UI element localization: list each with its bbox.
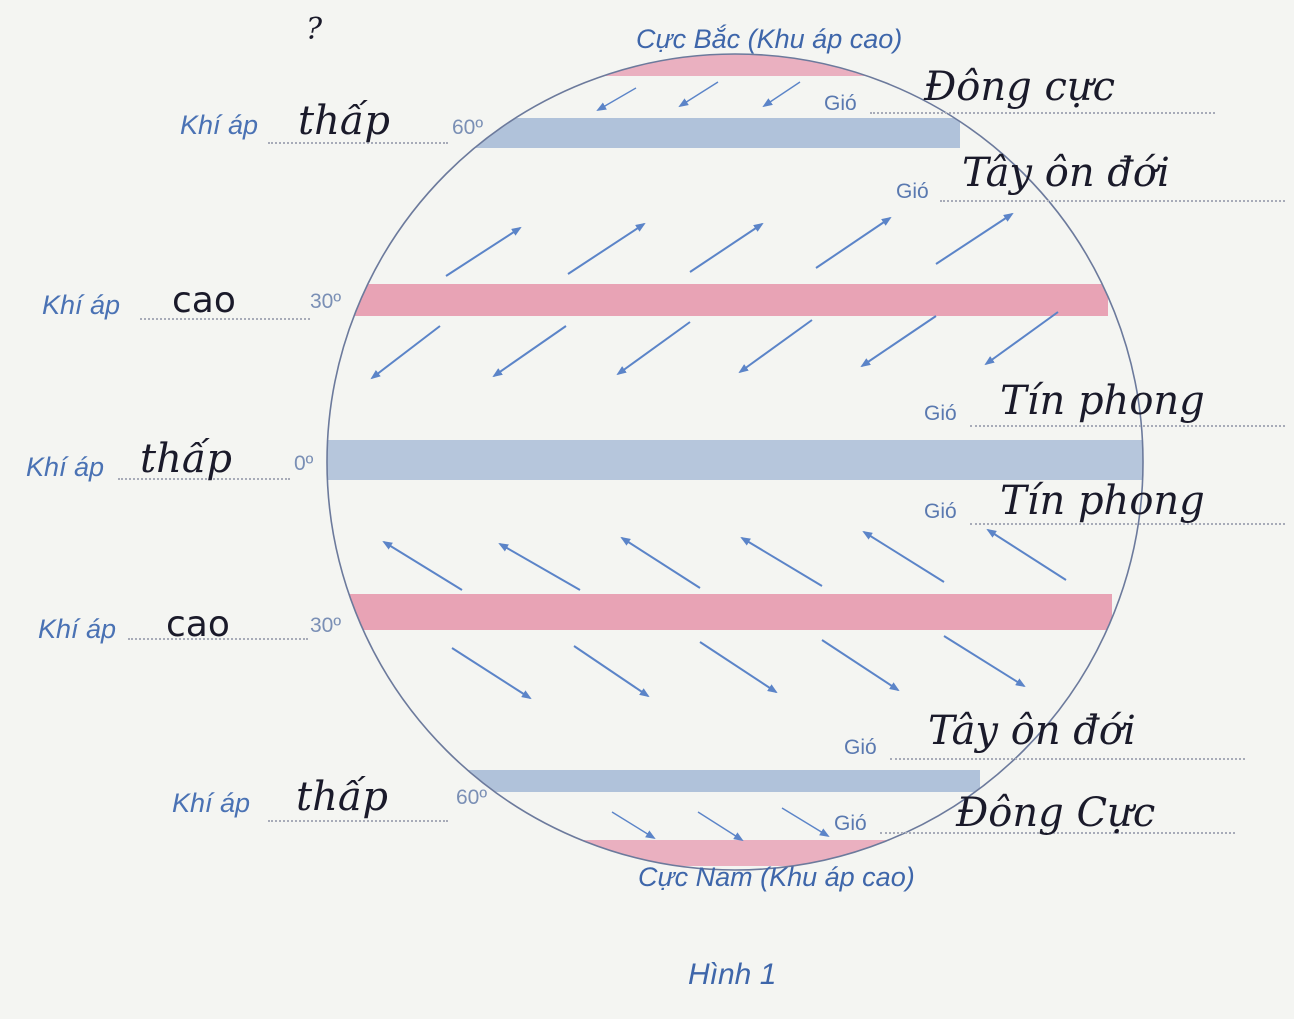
- wind-arrow-trade-south: [382, 540, 463, 591]
- wind-answer-s-polar: Đông Cực: [956, 790, 1156, 836]
- wind-answer-n-trade: Tín phong: [1000, 378, 1205, 424]
- pressure-label-eq: Khí áp: [26, 452, 105, 482]
- wind-arrow-westerly-north: [815, 216, 892, 269]
- pressure-label-n60: Khí áp: [180, 110, 259, 140]
- wind-arrow-trade-south: [862, 530, 945, 583]
- wind-arrow-westerly-south: [943, 635, 1026, 688]
- latitude-n60: 60º: [452, 116, 484, 139]
- pressure-answer-s60: thấp: [296, 774, 388, 820]
- dotted-line: [128, 638, 308, 640]
- latitude-s30: 30º: [310, 614, 342, 637]
- wind-arrow-trade-south: [986, 528, 1067, 581]
- wind-arrow-trade-north: [860, 315, 937, 368]
- wind-arrow-westerly-north: [689, 222, 764, 273]
- dotted-line: [268, 820, 448, 822]
- north-pole-label: Cực Bắc (Khu áp cao): [636, 24, 903, 54]
- dotted-line: [880, 832, 1235, 834]
- wind-label-s-trade: Gió: [924, 500, 957, 523]
- dotted-line: [118, 478, 290, 480]
- wind-arrow-trade-north: [492, 325, 567, 378]
- wind-arrow-polar-south: [781, 807, 830, 838]
- wind-answer-s-trade: Tín phong: [1000, 478, 1205, 524]
- wind-answer-n-westerly: Tây ôn đới: [962, 150, 1170, 196]
- wind-arrow-trade-north: [738, 319, 813, 374]
- wind-arrow-polar-south: [611, 811, 656, 840]
- wind-arrows: [370, 81, 1067, 842]
- wind-arrow-trade-north: [370, 325, 441, 380]
- latitude-s60: 60º: [456, 786, 488, 809]
- south-30-high-band: [327, 594, 1112, 630]
- south-60-low-band: [327, 770, 980, 792]
- wind-arrow-westerly-north: [445, 226, 522, 277]
- question-mark: ?: [306, 12, 323, 47]
- wind-answer-n-polar: Đông cực: [924, 64, 1116, 110]
- wind-arrow-polar-north: [596, 87, 637, 112]
- dotted-line: [940, 200, 1285, 202]
- wind-label-s-polar: Gió: [834, 812, 867, 835]
- wind-arrow-westerly-north: [935, 212, 1014, 265]
- wind-answer-s-westerly: Tây ôn đới: [928, 708, 1136, 754]
- wind-arrow-westerly-south: [699, 641, 778, 694]
- wind-label-s-westerly: Gió: [844, 736, 877, 759]
- wind-arrow-trade-south: [740, 536, 823, 587]
- wind-arrow-westerly-south: [821, 639, 900, 692]
- pressure-answer-n60: thấp: [298, 98, 390, 144]
- wind-label-n-trade: Gió: [924, 402, 957, 425]
- dotted-line: [890, 758, 1245, 760]
- wind-arrow-trade-north: [616, 321, 691, 376]
- equator-low-band: [327, 440, 1143, 480]
- figure-caption: Hình 1: [688, 958, 777, 991]
- dotted-line: [268, 142, 448, 144]
- pressure-answer-s30: cao: [166, 604, 230, 645]
- wind-arrow-polar-south: [697, 811, 744, 842]
- latitude-n30: 30º: [310, 290, 342, 313]
- south-pole-label: Cực Nam (Khu áp cao): [638, 862, 915, 892]
- dotted-line: [970, 523, 1285, 525]
- wind-arrow-polar-north: [678, 81, 719, 108]
- dotted-line: [870, 112, 1215, 114]
- globe-outline: [326, 53, 1144, 871]
- wind-arrow-trade-south: [498, 543, 581, 591]
- pressure-label-s60: Khí áp: [172, 788, 251, 818]
- pressure-label-s30: Khí áp: [38, 614, 117, 644]
- wind-arrow-trade-north: [984, 311, 1059, 366]
- pressure-label-n30: Khí áp: [42, 290, 121, 320]
- wind-label-n-westerly: Gió: [896, 180, 929, 203]
- wind-arrow-westerly-north: [567, 222, 646, 275]
- latitude-eq: 0º: [294, 452, 314, 475]
- wind-arrow-westerly-south: [451, 647, 532, 700]
- pressure-answer-n30: cao: [172, 280, 236, 321]
- pressure-answer-eq: thấp: [140, 436, 232, 482]
- wind-label-n-polar: Gió: [824, 92, 857, 115]
- wind-arrow-polar-north: [762, 81, 801, 108]
- wind-arrow-trade-south: [620, 536, 701, 589]
- wind-arrow-westerly-south: [573, 645, 650, 698]
- dotted-line: [140, 318, 310, 320]
- dotted-line: [970, 425, 1285, 427]
- north-30-high-band: [327, 284, 1108, 316]
